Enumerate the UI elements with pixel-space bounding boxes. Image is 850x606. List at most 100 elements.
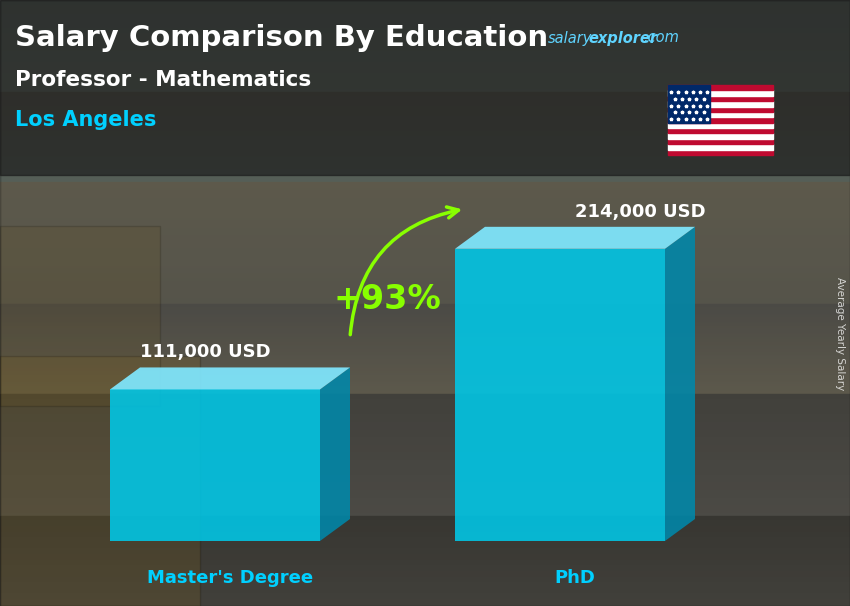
Bar (0, 177, 850, 178)
Bar (0, 24, 850, 25)
Bar (0, 52, 850, 53)
Bar (0, 207, 850, 208)
Bar (0, 430, 850, 431)
Bar (0, 10, 850, 11)
Bar (0, 104, 850, 105)
Bar (0, 94, 850, 95)
Bar (0, 180, 850, 181)
Bar (0, 363, 850, 364)
Bar (0, 179, 850, 180)
Bar (0, 556, 850, 557)
Bar (0, 536, 850, 537)
Bar (0, 192, 850, 193)
Bar (0, 357, 850, 358)
Bar (0, 151, 850, 152)
Bar (0, 175, 850, 176)
Bar (0, 400, 850, 401)
Bar (0, 373, 850, 374)
Bar (0, 210, 850, 211)
Bar (0, 149, 850, 150)
Bar (0, 237, 850, 238)
Bar (0, 95, 850, 96)
Bar (0, 453, 850, 454)
Bar (0, 181, 850, 182)
Bar (0, 321, 850, 322)
Bar (0, 393, 850, 394)
Bar (0, 530, 850, 531)
Bar (0, 144, 850, 145)
Bar (0, 448, 850, 449)
Bar (0, 13, 850, 14)
Bar (0, 585, 850, 586)
Bar (0, 350, 850, 351)
Bar (0, 100, 850, 101)
Bar (0, 3, 850, 4)
Bar (0, 27, 850, 28)
Bar (0, 196, 850, 197)
Bar (0, 549, 850, 550)
Bar (0, 599, 850, 600)
Bar (0, 6, 850, 7)
Bar (0, 343, 850, 344)
Bar (0, 489, 850, 490)
Bar (0, 265, 850, 266)
Bar (0, 475, 850, 476)
Bar (0, 498, 850, 499)
Bar (0, 19, 850, 20)
Bar (0, 540, 850, 541)
Bar (0, 188, 850, 189)
Bar (0, 403, 850, 404)
Bar (0, 253, 850, 254)
Bar (0, 190, 850, 191)
Bar (0, 31, 850, 32)
Bar (0, 308, 850, 309)
Bar (0, 535, 850, 536)
Bar (0, 39, 850, 40)
Bar (0, 209, 850, 210)
Bar (0, 558, 850, 559)
Bar (0, 38, 850, 39)
Bar (0, 0, 850, 175)
Bar (0, 291, 850, 292)
Bar (0, 424, 850, 425)
Bar (0, 429, 850, 430)
Bar (0, 72, 850, 73)
Bar (0, 384, 850, 385)
Bar (0, 512, 850, 513)
Bar (0, 219, 850, 220)
Bar (0, 164, 850, 165)
Bar (0, 158, 850, 159)
Bar (0, 246, 850, 247)
Bar (0, 5, 850, 6)
Bar (0, 280, 850, 281)
Bar (0, 107, 850, 108)
Bar (0, 316, 850, 317)
Bar (0, 477, 850, 478)
Bar (0, 366, 850, 367)
Bar (0, 517, 850, 518)
Bar (0, 234, 850, 235)
Bar (668, 85, 710, 123)
Bar (0, 22, 850, 23)
Bar (0, 267, 850, 268)
Bar (0, 581, 850, 582)
Bar (0, 450, 850, 451)
Bar (0, 532, 850, 533)
Bar (0, 375, 850, 376)
Bar (0, 518, 850, 519)
Bar (0, 487, 850, 488)
Bar (0, 446, 850, 447)
Bar (0, 365, 850, 366)
Bar (0, 298, 850, 299)
Bar (0, 278, 850, 279)
Bar (0, 328, 850, 329)
Bar (0, 194, 850, 195)
Bar (0, 55, 850, 56)
Bar (0, 4, 850, 5)
Bar (0, 331, 850, 332)
Bar (0, 482, 850, 483)
Bar (0, 62, 850, 63)
Bar (0, 528, 850, 529)
Bar (0, 123, 850, 124)
Bar (0, 146, 850, 147)
